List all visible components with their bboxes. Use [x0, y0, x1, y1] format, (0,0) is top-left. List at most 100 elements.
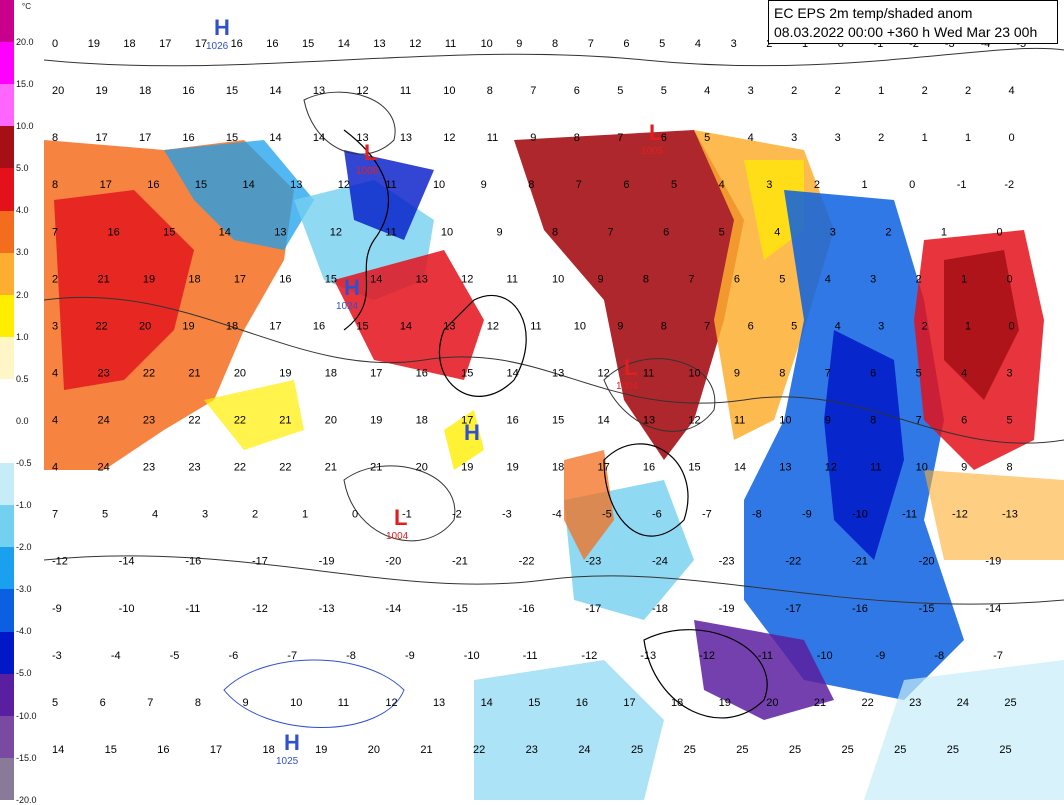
grid-value: 17 [370, 367, 382, 379]
grid-value: 15 [528, 697, 540, 709]
high-pressure-marker: H [464, 420, 480, 445]
grid-value: 18 [188, 273, 200, 285]
grid-value: 21 [97, 273, 109, 285]
grid-value: 25 [789, 744, 801, 756]
grid-value: 10 [290, 697, 302, 709]
grid-value: 15 [461, 367, 473, 379]
grid-value: 24 [97, 415, 109, 427]
grid-value: 11 [530, 320, 541, 332]
pressure-value: 1005 [641, 146, 664, 157]
grid-value: 0 [838, 38, 844, 50]
color-legend: °C 20.0 15.0 10.0 5.0 4.0 3.0 2.0 1.0 0.5 0.0 -0.5… [0, 0, 44, 804]
grid-value: 4 [748, 132, 754, 144]
grid-value: 6 [100, 697, 106, 709]
legend-tick-label: -4.0 [16, 626, 32, 637]
grid-value: 19 [315, 744, 327, 756]
grid-value: 12 [409, 38, 421, 50]
grid-value: 7 [608, 226, 614, 238]
grid-value: 5 [704, 132, 710, 144]
grid-value: 18 [139, 85, 151, 97]
legend-swatch [0, 336, 14, 379]
grid-value: -2 [1004, 179, 1014, 191]
grid-value: 13 [443, 320, 455, 332]
pressure-value: 1024 [336, 301, 359, 312]
grid-value: 6 [661, 132, 667, 144]
grid-value: 16 [643, 462, 655, 474]
title-line-2: 08.03.2022 00:00 +360 h Wed Mar 23 00h [774, 24, 1038, 40]
grid-value: -5 [1016, 38, 1026, 50]
grid-value: 3 [766, 179, 772, 191]
grid-value: 20 [234, 367, 246, 379]
high-pressure-marker: H [214, 15, 230, 40]
grid-value: -15 [452, 603, 468, 615]
grid-value: 21 [420, 744, 432, 756]
grid-value: -8 [934, 650, 944, 662]
grid-value: 2 [922, 85, 928, 97]
grid-value: 4 [52, 415, 58, 427]
grid-value: 5 [791, 320, 797, 332]
grid-value: 12 [461, 273, 473, 285]
grid-value: 6 [663, 226, 669, 238]
grid-value: 10 [574, 320, 586, 332]
grid-value: -17 [252, 556, 268, 568]
legend-tick-label: -10.0 [16, 710, 37, 721]
grid-value: 5 [916, 367, 922, 379]
grid-value: 7 [530, 85, 536, 97]
grid-value: 7 [617, 132, 623, 144]
grid-value: 13 [643, 415, 655, 427]
legend-swatch [0, 715, 14, 758]
grid-value: 7 [825, 367, 831, 379]
grid-value: 17 [95, 132, 107, 144]
grid-value: 11 [487, 132, 498, 144]
grid-value: 4 [52, 367, 58, 379]
grid-value: 20 [52, 85, 64, 97]
grid-value: 6 [870, 367, 876, 379]
grid-value: -1 [402, 509, 412, 521]
grid-value: 1 [965, 132, 971, 144]
legend-swatch [0, 252, 14, 295]
grid-value: -16 [519, 603, 535, 615]
legend-swatch [0, 294, 14, 337]
grid-value: -21 [852, 556, 868, 568]
grid-value: 6 [623, 179, 629, 191]
grid-value: 21 [814, 697, 826, 709]
legend-tick-label: 2.0 [16, 289, 29, 300]
grid-value: 3 [748, 85, 754, 97]
grid-value: 0 [1009, 320, 1015, 332]
grid-value: -12 [699, 650, 715, 662]
grid-value: -19 [319, 556, 335, 568]
grid-value: 22 [234, 415, 246, 427]
grid-value: -3 [52, 650, 62, 662]
grid-value: 15 [325, 273, 337, 285]
grid-value: 20 [139, 320, 151, 332]
grid-value: 24 [957, 697, 969, 709]
grid-value: 18 [123, 38, 135, 50]
legend-tick-label: 15.0 [16, 79, 34, 89]
grid-value: 16 [576, 697, 588, 709]
grid-value: -14 [119, 556, 135, 568]
grid-value: 9 [825, 415, 831, 427]
grid-value: 9 [597, 273, 603, 285]
grid-value: 22 [279, 462, 291, 474]
grid-value: -17 [785, 603, 801, 615]
legend-tick-label: 0.0 [16, 415, 29, 426]
grid-value: 3 [1007, 367, 1013, 379]
grid-value: 4 [152, 509, 158, 521]
grid-value: 16 [147, 179, 159, 191]
grid-value: 19 [143, 273, 155, 285]
grid-value: 1 [878, 85, 884, 97]
grid-value: 7 [52, 509, 58, 521]
grid-value: 6 [734, 273, 740, 285]
legend-tick-label: -20.0 [16, 794, 37, 805]
grid-value: 23 [909, 697, 921, 709]
grid-value: -4 [111, 650, 121, 662]
grid-value: 16 [266, 38, 278, 50]
grid-value: 1 [965, 320, 971, 332]
grid-value: 10 [443, 85, 455, 97]
grid-value: 18 [226, 320, 238, 332]
grid-value: 13 [356, 132, 368, 144]
grid-value: 13 [313, 85, 325, 97]
grid-value: -20 [385, 556, 401, 568]
grid-value: 4 [835, 320, 841, 332]
legend-swatch [0, 42, 14, 85]
